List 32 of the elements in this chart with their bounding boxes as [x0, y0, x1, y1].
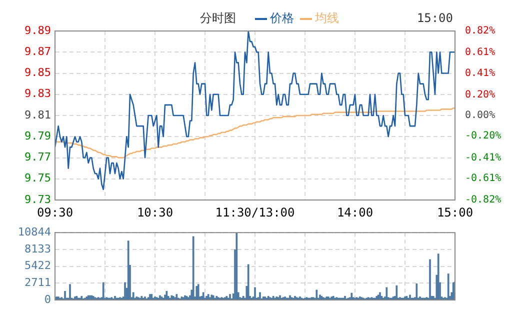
y2-tick-label: -0.20%	[465, 130, 502, 142]
y-tick-label: 10844	[18, 225, 52, 238]
x-tick-label: 11:30/13:00	[215, 205, 295, 220]
y2-tick-label: 0.41%	[465, 68, 496, 79]
y2-tick-label: -0.82%	[465, 194, 502, 206]
x-tick-label: 10:30	[136, 205, 174, 220]
y-tick-label: 5422	[24, 259, 51, 272]
y-tick-label: 9.83	[24, 87, 51, 100]
x-tick-label: 14:00	[336, 205, 374, 220]
y-tick-label: 9.81	[24, 108, 51, 122]
text: 15:00	[416, 11, 453, 25]
y2-tick-label: -0.41%	[465, 152, 502, 164]
y-tick-label: 2711	[24, 276, 51, 290]
y2-tick-label: -0.61%	[465, 172, 502, 184]
y-tick-label: 8133	[24, 242, 51, 256]
y-tick-label: 9.85	[24, 66, 51, 80]
legend-label: 均线	[314, 11, 339, 25]
y2-tick-label: 0.00%	[465, 110, 496, 122]
legend-label: 价格	[269, 11, 294, 25]
y-tick-label: 0	[44, 292, 51, 306]
x-tick-label: 09:30	[36, 205, 74, 220]
y-tick-label: 9.73	[24, 192, 51, 206]
x-tick-label: 15:00	[436, 205, 474, 220]
y2-tick-label: 0.82%	[465, 26, 496, 37]
chart-title: 分时图	[200, 11, 236, 25]
y-tick-label: 9.77	[24, 150, 51, 164]
y-tick-label: 9.75	[24, 172, 51, 185]
y-tick-label: 9.89	[24, 24, 51, 37]
y2-tick-label: 0.61%	[465, 47, 496, 58]
y-tick-label: 9.87	[24, 44, 51, 58]
y2-tick-label: 0.20%	[465, 89, 496, 100]
y-tick-label: 9.79	[24, 129, 51, 142]
